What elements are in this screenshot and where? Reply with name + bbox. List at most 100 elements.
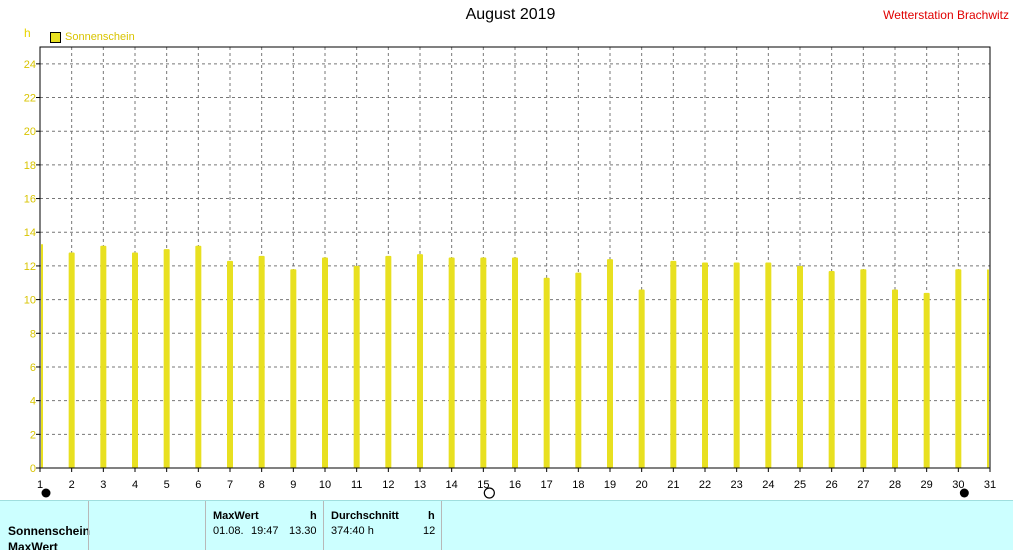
average-header: Durchschnitt: [331, 510, 399, 522]
total-hours: 374:40 h: [331, 525, 374, 537]
y-tick-label: 18: [24, 160, 36, 172]
bar: [100, 245, 107, 468]
station-name: Wetterstation Brachwitz: [883, 8, 1009, 22]
bar: [163, 249, 170, 468]
chart-title: August 2019: [465, 6, 556, 23]
bar: [480, 257, 487, 468]
bar: [132, 252, 138, 468]
x-tick-label: 19: [604, 479, 616, 491]
x-tick-label: 4: [132, 479, 138, 491]
legend: Sonnenschein: [50, 31, 135, 43]
x-tick-label: 25: [794, 479, 806, 491]
new-moon-icon: [959, 488, 969, 498]
x-tick-label: 9: [290, 479, 296, 491]
bar: [670, 260, 677, 468]
average-value: 12: [423, 525, 436, 537]
x-tick-label: 31: [984, 479, 996, 491]
x-tick-label: 21: [667, 479, 679, 491]
x-tick-label: 18: [572, 479, 584, 491]
y-tick-label: 20: [24, 126, 36, 138]
y-tick-label: 14: [24, 227, 36, 239]
plot-frame: [39, 46, 991, 469]
legend-label: Sonnenschein: [65, 31, 135, 43]
y-axis-unit: h: [24, 26, 31, 40]
x-tick-label: 7: [227, 479, 233, 491]
y-tick-label: 2: [30, 429, 36, 441]
y-tick-label: 4: [30, 396, 36, 408]
max-date: 01.08.: [213, 525, 244, 537]
y-tick-label: 8: [30, 328, 36, 340]
x-tick-label: 10: [319, 479, 331, 491]
bar: [41, 244, 43, 468]
x-tick-label: 24: [762, 479, 774, 491]
new-moon-icon: [41, 488, 51, 498]
legend-swatch: [50, 31, 61, 43]
x-tick-label: 23: [731, 479, 743, 491]
row-label-maxwert: MaxWert: [8, 540, 58, 550]
x-tick-label: 29: [921, 479, 933, 491]
y-tick-label: 10: [24, 295, 36, 307]
max-time: 19:47: [251, 525, 279, 537]
bar: [258, 255, 265, 468]
bar: [512, 257, 518, 468]
y-tick-label: 0: [30, 463, 36, 475]
bar: [385, 255, 392, 468]
bar: [797, 265, 803, 468]
bar: [607, 259, 613, 468]
average-unit: h: [428, 510, 435, 522]
x-tick-label: 14: [446, 479, 458, 491]
row-label-sonnenschein: Sonnenschein: [8, 524, 91, 538]
bar: [68, 252, 75, 468]
bar: [765, 262, 772, 468]
x-tick-label: 16: [509, 479, 521, 491]
bar: [860, 269, 867, 468]
x-tick-label: 6: [195, 479, 201, 491]
x-tick-label: 5: [164, 479, 170, 491]
max-column: MaxWert h 01.08. 19:47 13.30: [205, 501, 323, 550]
bar: [290, 269, 297, 468]
bar: [828, 270, 835, 468]
bar: [923, 292, 930, 468]
bar: [987, 269, 989, 468]
x-tick-label: 15: [477, 479, 489, 491]
summary-table: Sonnenschein MaxWert MaxWert h 01.08. 19…: [0, 500, 1013, 550]
bar: [227, 260, 233, 468]
x-tick-label: 8: [259, 479, 265, 491]
moon-phase-markers: [41, 487, 969, 499]
x-tick-label: 3: [100, 479, 106, 491]
x-tick-label: 30: [952, 479, 964, 491]
empty-column: [88, 501, 205, 550]
bar: [892, 289, 898, 468]
max-header: MaxWert: [213, 510, 259, 522]
y-tick-label: 12: [24, 261, 36, 273]
spare-column: [441, 501, 1013, 550]
y-tick-label: 16: [24, 194, 36, 206]
x-tick-label: 22: [699, 479, 711, 491]
x-axis-ticks: 1 2 3 4 5 6 7 8 9 10 11 12 13 14 15 16 17 18 19 20 21 22 23 24 2…: [37, 468, 996, 491]
bar: [543, 277, 550, 468]
bar: [955, 269, 962, 468]
x-tick-label: 2: [69, 479, 75, 491]
x-tick-label: 11: [351, 479, 362, 491]
x-tick-label: 13: [414, 479, 426, 491]
x-tick-label: 26: [826, 479, 838, 491]
x-tick-label: 27: [857, 479, 869, 491]
average-column: Durchschnitt h 374:40 h 12: [323, 501, 441, 550]
max-unit: h: [310, 510, 317, 522]
x-tick-label: 12: [382, 479, 394, 491]
bar: [417, 254, 423, 468]
y-tick-label: 24: [24, 59, 36, 71]
x-tick-label: 20: [636, 479, 648, 491]
bar: [733, 262, 740, 468]
y-tick-label: 22: [24, 93, 36, 105]
full-moon-icon: [483, 487, 495, 499]
y-tick-label: 6: [30, 362, 36, 374]
bar: [448, 257, 455, 468]
chart-bars: [41, 244, 989, 468]
bar: [322, 257, 328, 468]
bar: [575, 272, 582, 468]
x-tick-label: 28: [889, 479, 901, 491]
bar: [702, 262, 708, 468]
